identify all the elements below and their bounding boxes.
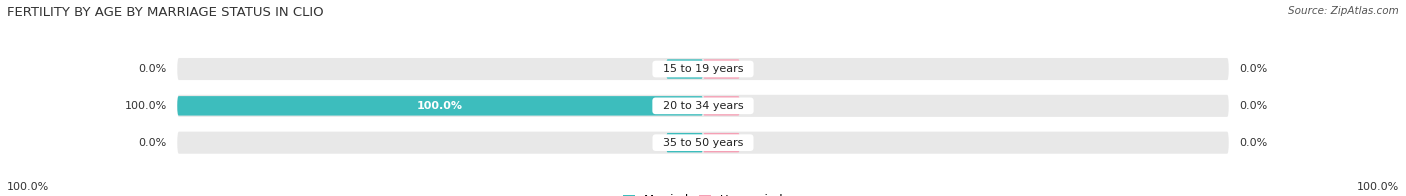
Text: 100.0%: 100.0% (1357, 182, 1399, 192)
Text: Source: ZipAtlas.com: Source: ZipAtlas.com (1288, 6, 1399, 16)
Text: 100.0%: 100.0% (125, 101, 167, 111)
FancyBboxPatch shape (703, 59, 740, 79)
Text: 100.0%: 100.0% (418, 101, 463, 111)
FancyBboxPatch shape (177, 96, 703, 116)
Text: FERTILITY BY AGE BY MARRIAGE STATUS IN CLIO: FERTILITY BY AGE BY MARRIAGE STATUS IN C… (7, 6, 323, 19)
Text: 0.0%: 0.0% (139, 64, 167, 74)
FancyBboxPatch shape (666, 133, 703, 152)
Text: 100.0%: 100.0% (7, 182, 49, 192)
Text: 0.0%: 0.0% (1239, 101, 1267, 111)
FancyBboxPatch shape (666, 59, 703, 79)
FancyBboxPatch shape (177, 95, 1229, 117)
FancyBboxPatch shape (177, 132, 1229, 154)
Text: 0.0%: 0.0% (1239, 64, 1267, 74)
Text: 35 to 50 years: 35 to 50 years (655, 138, 751, 148)
FancyBboxPatch shape (703, 133, 740, 152)
Text: 20 to 34 years: 20 to 34 years (655, 101, 751, 111)
Text: 0.0%: 0.0% (139, 138, 167, 148)
Text: 15 to 19 years: 15 to 19 years (655, 64, 751, 74)
FancyBboxPatch shape (703, 96, 740, 116)
Legend: Married, Unmarried: Married, Unmarried (623, 194, 783, 196)
FancyBboxPatch shape (177, 58, 1229, 80)
Text: 0.0%: 0.0% (1239, 138, 1267, 148)
